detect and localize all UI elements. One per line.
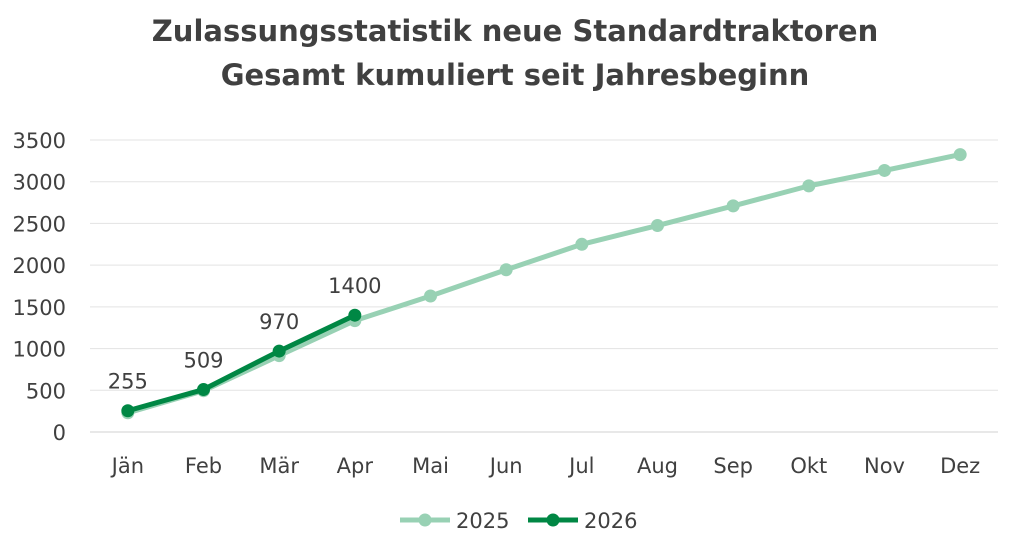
legend-label: 2026	[584, 509, 637, 533]
data-point-2025	[424, 289, 437, 303]
y-tick-label: 1000	[13, 338, 66, 362]
gridlines	[90, 139, 998, 433]
x-tick-label: Aug	[637, 454, 678, 478]
y-tick-label: 3000	[13, 171, 66, 195]
legend-marker-2025	[418, 513, 432, 527]
data-point-2026	[348, 308, 362, 322]
x-tick-label: Jän	[110, 454, 144, 478]
y-tick-label: 2500	[13, 212, 66, 236]
x-tick-label: Mär	[259, 454, 299, 478]
data-point-2026	[121, 404, 135, 418]
data-point-2025	[499, 263, 513, 277]
x-tick-label: Sep	[713, 454, 753, 478]
y-tick-label: 500	[26, 379, 66, 403]
chart-title: Zulassungsstatistik neue Standardtraktor…	[151, 14, 879, 48]
x-tick-label: Mai	[412, 454, 449, 478]
data-point-2025	[953, 148, 967, 162]
x-tick-label: Jul	[567, 454, 594, 478]
data-labels: 255 509 970 1400	[108, 274, 382, 394]
data-point-2025	[651, 219, 664, 233]
data-label: 970	[259, 310, 299, 334]
x-tick-label: Okt	[790, 454, 827, 478]
data-label: 255	[108, 370, 148, 394]
x-tick-label: Nov	[864, 454, 905, 478]
x-axis: Jän Feb Mär Apr Mai Jun Jul Aug Sep Okt Nov Dez	[110, 454, 981, 478]
data-point-2025	[878, 163, 891, 177]
data-label: 1400	[328, 274, 381, 298]
data-point-2026	[272, 344, 286, 358]
y-tick-label: 2000	[13, 254, 66, 278]
x-tick-label: Apr	[337, 454, 374, 478]
series-line-2025	[125, 152, 963, 416]
y-tick-label: 3500	[13, 129, 66, 153]
y-tick-label: 0	[53, 421, 66, 445]
x-tick-label: Jun	[488, 454, 523, 478]
chart-subtitle: Gesamt kumuliert seit Jahresbeginn	[220, 58, 810, 92]
legend-marker-2026	[546, 513, 560, 527]
series-line-2026	[125, 312, 358, 414]
data-point-2025	[575, 237, 589, 251]
x-tick-label: Dez	[940, 454, 980, 478]
data-point-2025	[726, 199, 740, 213]
x-tick-label: Feb	[185, 454, 222, 478]
y-tick-label: 1500	[13, 296, 66, 320]
data-point-2026	[197, 383, 210, 397]
series-group	[121, 148, 967, 420]
y-axis: 0 500 1000 1500 2000 2500 3000 3500	[13, 129, 66, 445]
legend-label: 2025	[456, 509, 509, 533]
data-label: 509	[183, 349, 223, 373]
legend: 2025 2026	[400, 509, 637, 533]
data-point-2025	[802, 179, 816, 193]
